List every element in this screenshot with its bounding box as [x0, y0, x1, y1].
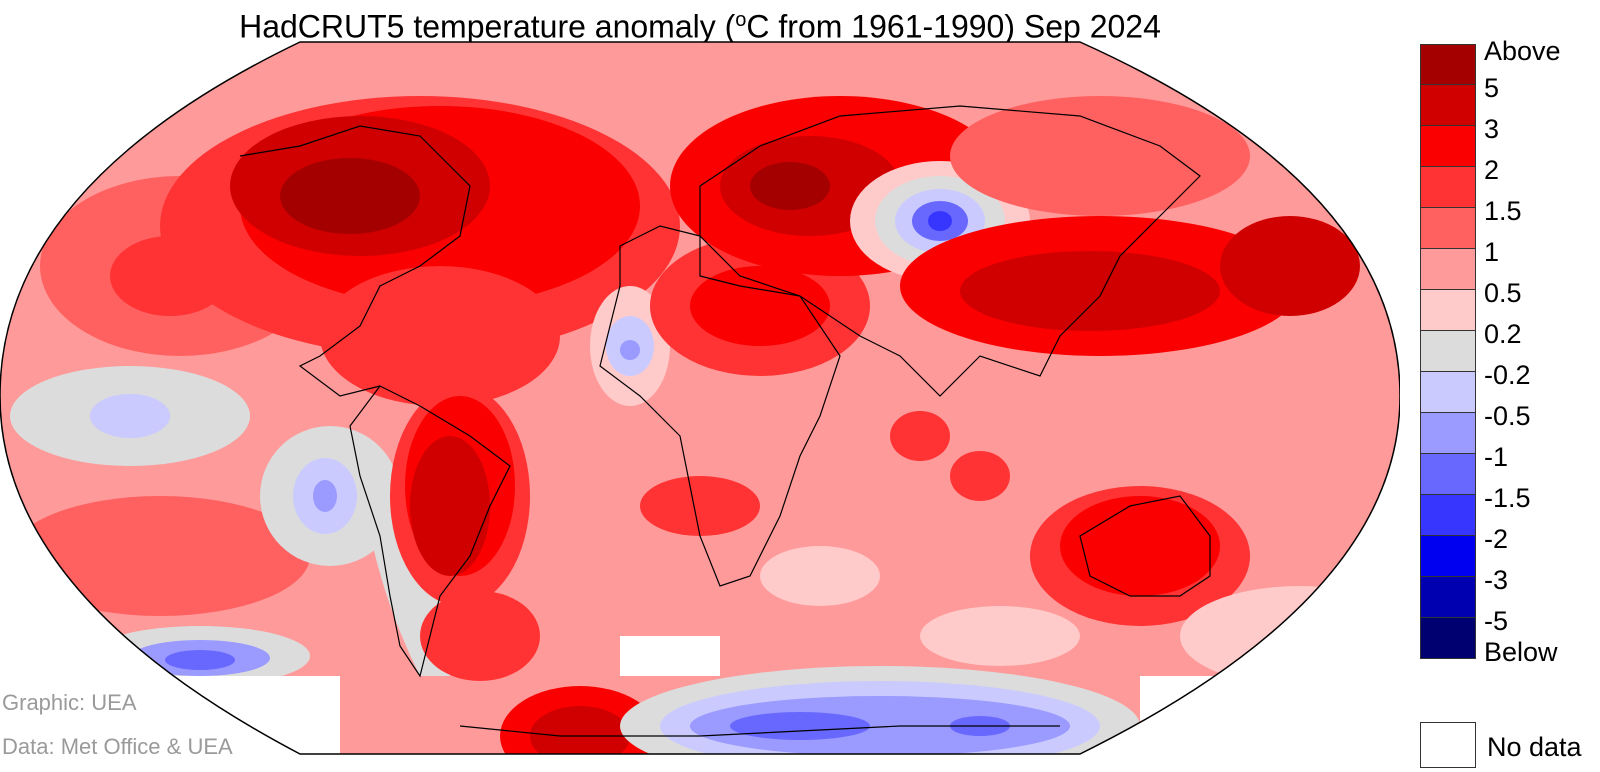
coastlines — [239, 105, 1211, 737]
legend-label: -0.2 — [1484, 360, 1531, 390]
legend-label: -5 — [1484, 606, 1509, 636]
legend-label: Below — [1484, 637, 1558, 667]
credit-data: Data: Met Office & UEA — [2, 734, 233, 759]
map-border — [0, 41, 1400, 755]
legend-label: 2 — [1484, 155, 1500, 185]
legend-label: -3 — [1484, 565, 1509, 595]
map-title: HadCRUT5 temperature anomaly (oC from 19… — [239, 8, 1161, 45]
legend-swatch — [1420, 495, 1476, 536]
legend-swatch — [1420, 208, 1476, 249]
legend-label: 1 — [1484, 237, 1500, 267]
legend-swatch — [1420, 577, 1476, 618]
legend-label: Above — [1484, 36, 1561, 66]
legend-swatch — [1420, 249, 1476, 290]
anomaly-field — [0, 42, 1400, 754]
legend-label: -1.5 — [1484, 483, 1531, 513]
legend-label: 0.2 — [1484, 319, 1522, 349]
legend-swatch — [1420, 413, 1476, 454]
legend-label: 0.5 — [1484, 278, 1522, 308]
legend-label: 5 — [1484, 73, 1500, 103]
legend-label: -0.5 — [1484, 401, 1531, 431]
temperature-anomaly-map — [0, 41, 1400, 755]
legend-label: 1.5 — [1484, 196, 1522, 226]
credit-graphic: Graphic: UEA — [2, 690, 137, 715]
legend-swatch — [1420, 331, 1476, 372]
legend-swatch — [1420, 85, 1476, 126]
legend-swatch — [1420, 618, 1476, 659]
legend-swatch — [1420, 44, 1476, 85]
legend-swatch — [1420, 167, 1476, 208]
color-legend: Above 5 3 2 1.5 1 0.5 0.2 -0.2 -0.5 -1 -1.5 -2 -3 -5 Be… — [1420, 36, 1600, 724]
legend-swatch — [1420, 454, 1476, 495]
legend-swatch — [1420, 126, 1476, 167]
legend-swatch — [1420, 290, 1476, 331]
legend-label: -1 — [1484, 442, 1509, 472]
no-data-label: No data — [1487, 732, 1582, 762]
legend-label: -2 — [1484, 524, 1509, 554]
legend-swatch — [1420, 372, 1476, 413]
legend-label: 3 — [1484, 114, 1500, 144]
legend-swatch — [1420, 536, 1476, 577]
no-data-swatch — [1420, 722, 1476, 768]
